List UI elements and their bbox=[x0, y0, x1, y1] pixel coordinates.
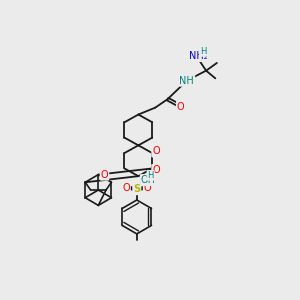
Text: NH: NH bbox=[179, 76, 194, 86]
Text: H: H bbox=[148, 171, 154, 180]
Text: O: O bbox=[101, 169, 108, 180]
Text: O: O bbox=[177, 102, 184, 112]
Text: O: O bbox=[152, 165, 160, 175]
Text: H: H bbox=[200, 47, 206, 56]
Text: OH: OH bbox=[141, 175, 156, 185]
Text: NH₂: NH₂ bbox=[189, 51, 208, 61]
Text: O: O bbox=[144, 183, 152, 193]
Text: S: S bbox=[133, 184, 140, 194]
Text: O: O bbox=[122, 183, 130, 193]
Text: O: O bbox=[152, 146, 160, 157]
